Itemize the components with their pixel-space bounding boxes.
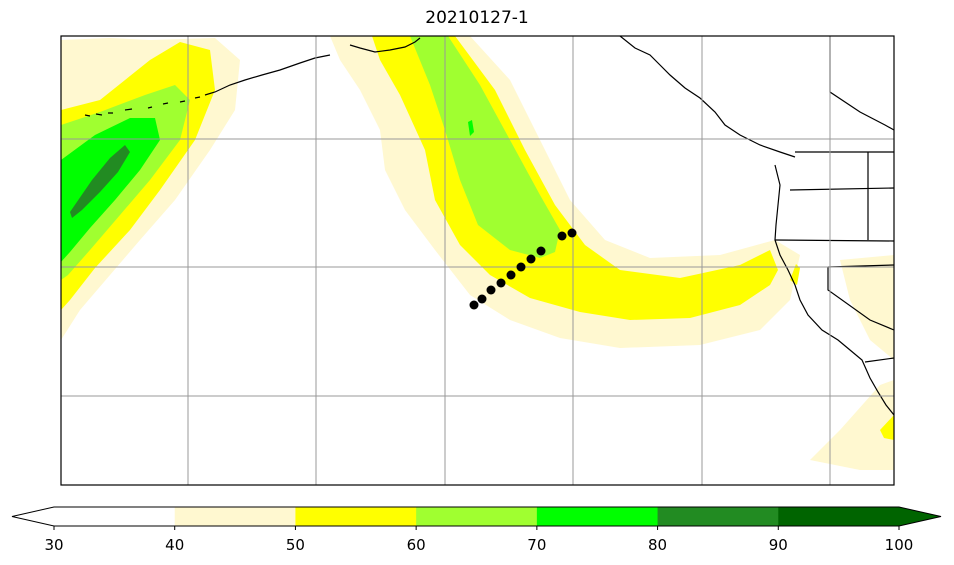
observation-point-3 bbox=[486, 285, 496, 295]
aleutian-coastline bbox=[204, 54, 331, 96]
colorbar bbox=[11, 506, 942, 530]
observation-point-8 bbox=[536, 246, 546, 256]
colorbar-extend-low bbox=[12, 507, 54, 526]
east-40-contour bbox=[840, 255, 894, 360]
colorbar-tick-label: 80 bbox=[648, 536, 668, 554]
state-borders bbox=[774, 152, 895, 331]
observation-point-10 bbox=[567, 228, 577, 238]
west-70-contour bbox=[61, 118, 160, 262]
contour-fields bbox=[61, 36, 894, 485]
colorbar-segment-3 bbox=[295, 507, 417, 526]
aleutian-islands-b bbox=[147, 96, 201, 109]
frame-and-grid bbox=[60, 35, 895, 486]
central-60-contour bbox=[410, 36, 560, 258]
mexico-border bbox=[864, 357, 895, 363]
west-river-contours bbox=[61, 38, 240, 340]
south-40-contour bbox=[810, 380, 894, 470]
colorbar-tick-label: 60 bbox=[406, 536, 426, 554]
observation-point-2 bbox=[477, 294, 487, 304]
colorbar-tick-label: 90 bbox=[768, 536, 788, 554]
map-title: 20210127-1 bbox=[425, 8, 529, 28]
observation-point-7 bbox=[526, 254, 536, 264]
colorbar-segment-6 bbox=[657, 507, 779, 526]
colorbar-segment-1 bbox=[54, 507, 176, 526]
south-50-contour bbox=[880, 415, 894, 440]
observation-point-6 bbox=[516, 262, 526, 272]
observation-point-5 bbox=[506, 270, 516, 280]
observation-point-4 bbox=[496, 278, 506, 288]
west-coast-coastline bbox=[774, 164, 895, 416]
colorbar-tick-label: 40 bbox=[165, 536, 185, 554]
colorbar-tick-label: 100 bbox=[884, 536, 914, 554]
observation-points bbox=[469, 228, 577, 310]
colorbar-extend-high bbox=[899, 507, 941, 526]
colorbar-tick-label: 70 bbox=[527, 536, 547, 554]
colorbar-segment-2 bbox=[174, 507, 296, 526]
observation-point-1 bbox=[469, 300, 479, 310]
gulf-of-alaska-coastline bbox=[619, 35, 796, 158]
colorbar-segment-4 bbox=[416, 507, 538, 526]
colorbar-tick-label: 30 bbox=[44, 536, 64, 554]
alaska-peninsula-coastline bbox=[349, 37, 421, 53]
central-70-contour bbox=[468, 120, 474, 136]
coastlines-and-borders bbox=[84, 35, 895, 416]
west-80-contour bbox=[70, 145, 130, 218]
colorbar-tick-label: 50 bbox=[285, 536, 305, 554]
map-frame bbox=[60, 35, 895, 486]
central-river-contours bbox=[330, 36, 800, 348]
southeast-contours bbox=[810, 255, 894, 470]
aleutian-islands-a bbox=[84, 108, 133, 117]
observation-point-9 bbox=[557, 231, 567, 241]
colorbar-segment-5 bbox=[536, 507, 659, 526]
colorbar-segment-7 bbox=[778, 507, 900, 526]
